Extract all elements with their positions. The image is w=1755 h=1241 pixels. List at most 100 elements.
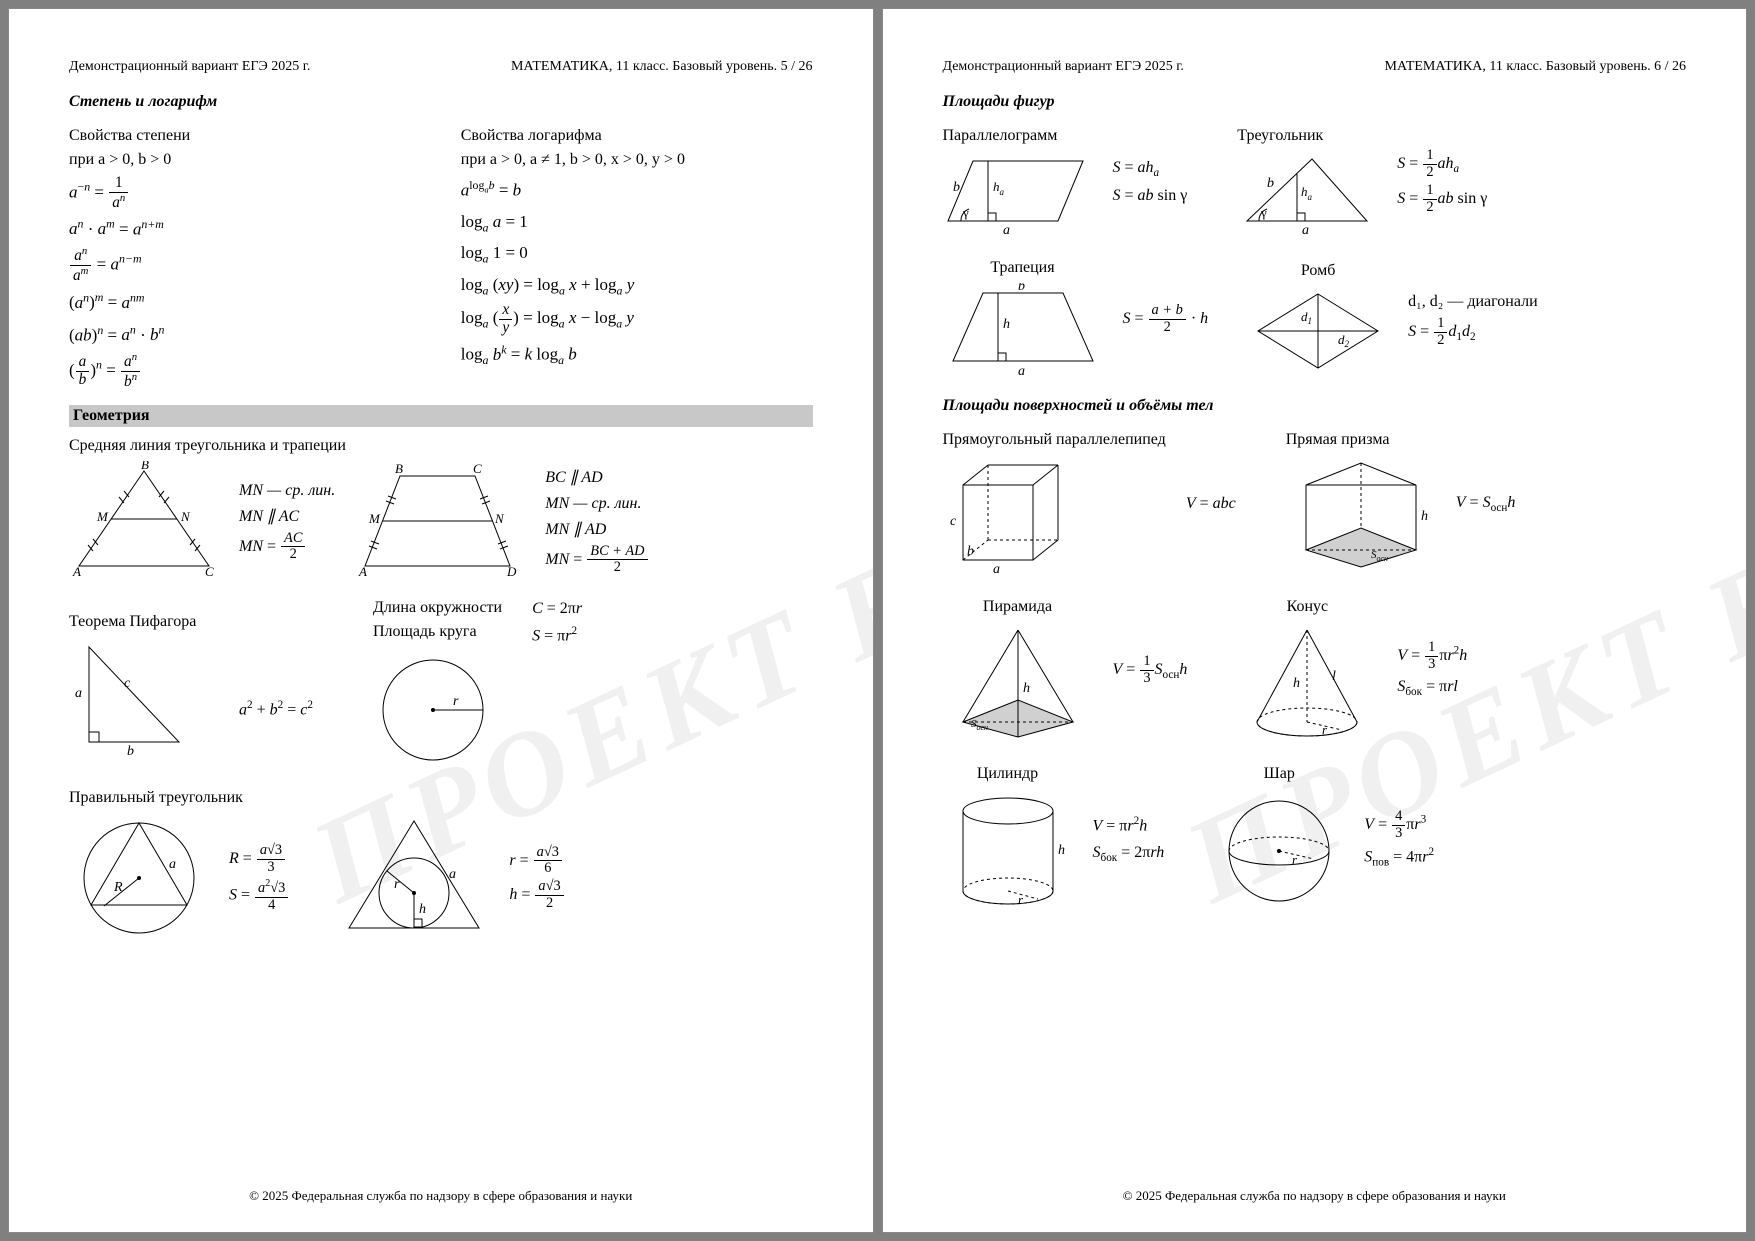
text: MN — ср. лин.	[239, 479, 335, 503]
formula: (ab)n = anbn	[69, 352, 421, 391]
cuboid-title: Прямоугольный параллелепипед	[943, 431, 1166, 449]
formula: S = ab sin γ	[1113, 184, 1188, 208]
formula: loga (xy) = loga x + loga y	[461, 271, 813, 301]
prism-title: Прямая призма	[1286, 431, 1436, 449]
cone-title: Конус	[1237, 598, 1377, 616]
svg-text:D: D	[506, 564, 517, 579]
rhombus-svg: d1 d2	[1248, 286, 1388, 376]
header-left: Демонстрационный вариант ЕГЭ 2025 г.	[943, 59, 1184, 75]
svg-text:h: h	[1058, 843, 1065, 858]
formula: loga bk = k loga b	[461, 339, 813, 370]
formula: a2 + b2 = c2	[239, 697, 313, 722]
triangle-formulas: S = 12aha S = 12ab sin γ	[1397, 146, 1487, 217]
svg-text:ha: ha	[1301, 184, 1313, 202]
svg-text:r: r	[1018, 892, 1024, 907]
sphere-svg: r	[1214, 789, 1344, 914]
svg-text:ha: ha	[993, 179, 1005, 197]
trapezoid-midline-text: BC ∥ AD MN — ср. лин. MN ∥ AD MN = BC + …	[545, 464, 648, 579]
text: MN — ср. лин.	[545, 492, 648, 516]
footer: © 2025 Федеральная служба по надзору в с…	[9, 1188, 873, 1204]
cone-formulas: V = 13πr2h Sбок = πrl	[1397, 638, 1467, 703]
trapezoid-formula: S = a + b2 · h	[1123, 301, 1209, 338]
formula: anam = an−m	[69, 246, 421, 285]
trapezoid-svg: B C A D M N	[355, 461, 525, 581]
svg-text:h: h	[1421, 509, 1428, 524]
svg-text:c: c	[124, 676, 131, 691]
cylinder-svg: h r	[943, 789, 1073, 914]
formula: S = a2√34	[229, 878, 289, 913]
svg-text:h: h	[1003, 317, 1010, 332]
text: MN ∥ AC	[239, 505, 335, 529]
circle-len-title: Длина окружности	[373, 599, 502, 617]
header-right: МАТЕМАТИКА, 11 класс. Базовый уровень. 5…	[511, 59, 813, 75]
svg-text:b: b	[953, 180, 960, 195]
svg-text:N: N	[180, 509, 191, 524]
svg-text:r: r	[394, 877, 400, 892]
formula: MN = BC + AD2	[545, 544, 648, 577]
triangle-midline-text: MN — ср. лин. MN ∥ AC MN = AC2	[239, 477, 335, 566]
svg-text:h: h	[1023, 681, 1030, 696]
svg-text:C: C	[205, 564, 214, 579]
formula: V = πr2h	[1093, 813, 1165, 838]
svg-text:h: h	[1293, 676, 1300, 691]
formula: S = 12d1d2	[1408, 316, 1537, 349]
formula: V = Sоснh	[1456, 491, 1516, 517]
header-left: Демонстрационный вариант ЕГЭ 2025 г.	[69, 59, 310, 75]
formula: S = aha	[1113, 156, 1188, 182]
formula: V = 13πr2h	[1397, 640, 1467, 673]
footer: © 2025 Федеральная служба по надзору в с…	[883, 1188, 1747, 1204]
svg-text:a: a	[449, 867, 456, 882]
svg-text:b: b	[1267, 176, 1274, 191]
circle-formulas: C = 2πr S = πr2	[532, 595, 582, 650]
section-areas: Площади фигур	[943, 93, 1687, 111]
log-col: Свойства логарифма при a > 0, a ≠ 1, b >…	[461, 123, 813, 393]
circum-fig: R a	[69, 813, 209, 943]
formula: S = 12aha	[1397, 148, 1487, 181]
circum-svg: R a	[69, 813, 209, 943]
formula: V = 13Sоснh	[1113, 654, 1188, 687]
circle-svg: r	[373, 650, 503, 770]
svg-text:d2: d2	[1338, 332, 1350, 349]
svg-text:B: B	[395, 461, 403, 476]
text: BC ∥ AD	[545, 466, 648, 490]
circle-area-title: Площадь круга	[373, 623, 502, 641]
svg-text:b: b	[1018, 283, 1025, 294]
pyramid-svg: h Sосн	[943, 622, 1093, 742]
prism-formula: V = Sоснh	[1456, 489, 1516, 519]
solids-row-1: Прямоугольный параллелепипед c b a	[943, 427, 1687, 580]
page-header: Демонстрационный вариант ЕГЭ 2025 г. МАТ…	[69, 59, 813, 75]
cuboid-svg: c b a	[943, 455, 1083, 575]
cuboid-formula: V = abc	[1186, 490, 1236, 518]
solids-row-3: Цилиндр h r V = πr2h Sбок = 2πrh Шар	[943, 761, 1687, 919]
trapezoid-area-svg: b h a	[943, 283, 1103, 378]
power-col: Свойства степени при a > 0, b > 0 a−n = …	[69, 123, 421, 393]
formula: a−n = 1an	[69, 175, 421, 212]
cylinder-title: Цилиндр	[943, 765, 1073, 783]
pythagoras-title: Теорема Пифагора	[69, 613, 219, 631]
page-header: Демонстрационный вариант ЕГЭ 2025 г. МАТ…	[943, 59, 1687, 75]
svg-text:a: a	[1302, 223, 1309, 236]
rhombus-title: Ромб	[1248, 262, 1388, 280]
formula: V = 43πr3	[1364, 809, 1434, 842]
power-title: Свойства степени	[69, 127, 421, 145]
formula: V = abc	[1186, 492, 1236, 516]
svg-text:h: h	[419, 902, 426, 917]
circum-formulas: R = a√33 S = a2√34	[229, 841, 289, 915]
svg-text:a: a	[75, 686, 82, 701]
formula: loga (xy) = loga x − loga y	[461, 302, 813, 337]
svg-text:r: r	[453, 694, 459, 709]
svg-text:r: r	[1292, 852, 1298, 867]
formula: (an)m = anm	[69, 287, 421, 318]
triangle-area-svg: b ha γ a	[1237, 151, 1377, 236]
power-cond: при a > 0, b > 0	[69, 151, 421, 169]
svg-text:c: c	[950, 514, 957, 529]
triangle-title: Треугольник	[1237, 127, 1377, 145]
svg-text:γ: γ	[1260, 205, 1267, 220]
midline-row: B A C M N MN — ср. лин. MN ∥ AC MN = AC2	[69, 461, 813, 581]
section-power-log: Степень и логарифм	[69, 93, 813, 111]
formula: R = a√33	[229, 843, 289, 876]
formula: alogab = b	[461, 175, 813, 206]
svg-text:b: b	[127, 744, 134, 757]
eq-triangle-row: R a R = a√33 S = a2√34 r h a	[69, 813, 813, 943]
geometry-bar: Геометрия	[69, 405, 813, 427]
